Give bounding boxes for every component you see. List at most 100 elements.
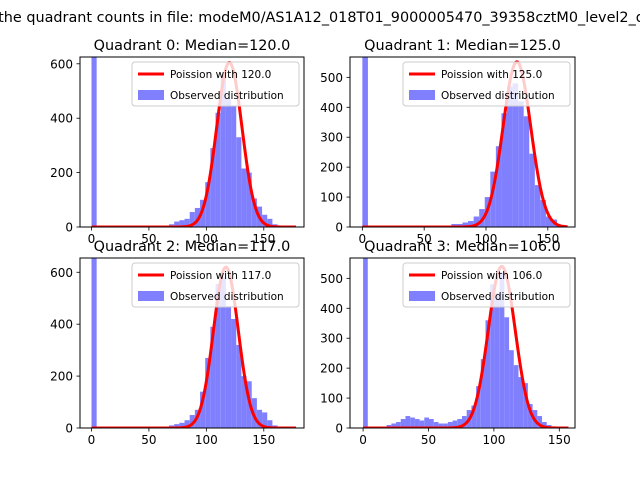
histogram-bar <box>419 420 425 428</box>
histogram-bar <box>495 146 502 227</box>
y-tick-label: 200 <box>320 161 343 175</box>
histogram-bar <box>540 200 546 227</box>
histogram-bar <box>513 365 519 428</box>
x-tick-label: 150 <box>252 433 275 447</box>
histogram-bar <box>494 293 500 428</box>
axes-frame <box>349 56 576 228</box>
histogram-bar <box>267 420 273 428</box>
x-tick-label: 100 <box>482 433 505 447</box>
legend: Poission with 106.0 Observed distribution <box>402 262 571 308</box>
legend: Poission with 125.0 Observed distribution <box>402 61 571 107</box>
legend-observed-swatch <box>409 90 435 100</box>
histogram-bar <box>527 404 533 428</box>
histogram-bar <box>256 409 263 428</box>
y-tick-label: 400 <box>50 112 73 126</box>
y-tick-label: 400 <box>320 101 343 115</box>
x-tick-label: 0 <box>359 232 367 246</box>
histogram-bar <box>236 344 242 428</box>
axes-frame <box>79 56 305 228</box>
histogram-bar <box>210 326 216 428</box>
histogram-bar <box>396 422 401 428</box>
histogram-bar <box>452 420 458 428</box>
plot-area <box>361 57 569 227</box>
histogram-bar <box>485 320 491 428</box>
histogram-bar <box>462 222 469 227</box>
y-tick-label: 400 <box>320 302 343 316</box>
histogram-bar <box>545 216 552 227</box>
y-tick-label: 0 <box>65 422 73 436</box>
histogram-bar <box>262 412 268 428</box>
histogram-bar <box>490 171 496 227</box>
histogram-bar <box>241 168 247 227</box>
histogram-bar <box>443 423 448 428</box>
plot-area <box>90 57 297 227</box>
y-tick-label: 400 <box>50 318 73 332</box>
quadrant-3-chart: 0 50 100 150 0 100 200 300 400 500 Quadrant 3: Med… <box>320 239 576 447</box>
legend-box <box>131 262 300 308</box>
histogram-bar <box>476 386 481 428</box>
histogram-bar <box>523 383 528 428</box>
histogram-bar <box>236 137 242 227</box>
histogram-bar <box>518 101 524 227</box>
histogram-bar <box>174 221 180 227</box>
y-tick-label: 100 <box>320 392 343 406</box>
legend-observed-label: Observed distribution <box>170 291 284 303</box>
histogram-bar <box>210 148 216 227</box>
histogram-bar <box>179 220 185 227</box>
chart-grid: 0 50 100 150 0 200 400 600 Quadrant 0: Median=12… <box>50 38 576 447</box>
y-tick-label: 200 <box>50 166 73 180</box>
y-tick-label: 200 <box>320 362 343 376</box>
legend-poisson-label: Poission with 120.0 <box>170 69 271 81</box>
histogram-bar <box>205 182 211 227</box>
histogram-bar <box>184 420 190 428</box>
x-tick-label: 150 <box>536 232 559 246</box>
histogram-bar <box>184 218 190 227</box>
plot-area <box>362 258 570 428</box>
quadrant-1-chart: 0 50 100 150 0 100 200 300 400 500 Quadrant 1: Med… <box>320 38 576 246</box>
histogram-bar <box>225 306 232 428</box>
histogram-bar <box>433 422 439 428</box>
histogram-bar <box>507 86 513 227</box>
histogram-bar <box>410 417 415 428</box>
x-tick-label: 0 <box>88 232 96 246</box>
y-tick-label: 0 <box>335 221 343 235</box>
histogram-bar <box>529 153 535 227</box>
histogram-bar <box>391 423 397 428</box>
histogram-bar <box>251 198 257 227</box>
x-tick-label: 0 <box>359 433 367 447</box>
y-tick-label: 0 <box>335 422 343 436</box>
histogram-bar <box>542 422 547 428</box>
legend-box <box>402 262 571 308</box>
x-tick-label: 50 <box>417 232 432 246</box>
legend: Poission with 117.0 Observed distribution <box>131 262 300 308</box>
histogram-bar <box>518 377 524 428</box>
histogram-bar <box>363 258 368 428</box>
legend-observed-swatch <box>409 291 435 301</box>
legend-poisson-label: Poission with 125.0 <box>441 69 542 81</box>
histogram-bar <box>220 74 226 227</box>
figure-suptitle: Histogram for the quadrant counts in fil… <box>0 10 640 26</box>
legend-observed-label: Observed distribution <box>441 90 555 102</box>
histogram-bar <box>501 113 508 227</box>
axes-frame <box>349 257 576 429</box>
chart-title: Quadrant 3: Median=106.0 <box>364 239 561 255</box>
y-tick-label: 200 <box>50 370 73 384</box>
poisson-curve <box>362 264 570 428</box>
x-tick-label: 150 <box>252 232 275 246</box>
histogram-bar <box>267 218 273 227</box>
x-tick-label: 100 <box>475 232 498 246</box>
legend-observed-swatch <box>138 291 164 301</box>
x-tick-label: 0 <box>88 433 96 447</box>
histogram-bar <box>429 419 434 428</box>
histogram-bar <box>215 112 221 227</box>
legend-box <box>402 61 571 107</box>
quadrant-0-chart: 0 50 100 150 0 200 400 600 Quadrant 0: Median=12… <box>50 38 305 246</box>
x-tick-label: 100 <box>195 232 218 246</box>
legend-box <box>131 61 300 107</box>
histogram-bar <box>246 172 252 227</box>
x-tick-label: 150 <box>548 433 571 447</box>
histogram-bar <box>91 57 97 227</box>
legend-poisson-label: Poission with 117.0 <box>170 270 271 282</box>
chart-title: Quadrant 2: Median=117.0 <box>94 239 291 255</box>
